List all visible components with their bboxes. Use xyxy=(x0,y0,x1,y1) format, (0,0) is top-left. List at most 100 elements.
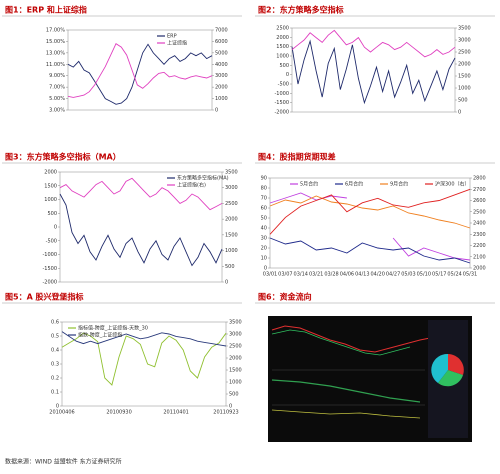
figure-title: 图2：东方策略多空指标 xyxy=(258,5,344,15)
series-line xyxy=(269,192,471,261)
y-tick-label: 7.00% xyxy=(49,85,65,91)
y2-tick-label: 3500 xyxy=(458,26,471,32)
series-line xyxy=(61,331,227,347)
y-tick-label: -1000 xyxy=(42,252,57,258)
y2-tick-label: 3000 xyxy=(229,332,242,338)
y-tick-label: 1000 xyxy=(44,197,57,203)
x-tick-label: 05/31 xyxy=(463,272,477,278)
y-tick-label: 80 xyxy=(261,186,267,192)
y2-tick-label: 3500 xyxy=(225,170,238,176)
y2-tick-label: 2000 xyxy=(215,85,228,91)
y2-tick-label: 0 xyxy=(215,108,218,114)
x-tick-label: 03/14 xyxy=(294,272,308,278)
plot-frame xyxy=(291,27,456,113)
y2-tick-label: 3000 xyxy=(458,38,471,44)
y-tick-label: -500 xyxy=(46,238,57,244)
x-tick-label: 03/07 xyxy=(278,272,292,278)
x-tick-label: 05/03 xyxy=(401,272,415,278)
y2-tick-label: 2000 xyxy=(229,356,242,362)
legend-label: ERP xyxy=(167,34,177,40)
y-tick-label: 0 xyxy=(54,225,57,231)
y2-tick-label: 2700 xyxy=(473,187,486,193)
y2-tick-label: 0 xyxy=(458,110,461,116)
legend-label: 6月合约 xyxy=(345,181,363,188)
x-tick-label: 03/01 xyxy=(263,272,277,278)
x-tick-label: 20100930 xyxy=(106,410,131,416)
y2-tick-label: 1000 xyxy=(229,380,242,386)
y-tick-label: 11.00% xyxy=(46,62,65,68)
y2-tick-label: 1000 xyxy=(458,86,471,92)
y-tick-label: 40 xyxy=(261,226,267,232)
y-tick-label: -1000 xyxy=(274,91,289,97)
y-tick-label: 1500 xyxy=(276,44,289,50)
y-tick-label: 17.00% xyxy=(46,28,65,34)
series-line xyxy=(59,177,223,211)
x-tick-label: 20110401 xyxy=(163,410,188,416)
y-tick-label: -1500 xyxy=(42,266,57,272)
y-tick-label: 0 xyxy=(56,404,59,410)
y-tick-label: 500 xyxy=(279,63,289,69)
x-tick-label: 20110923 xyxy=(213,410,238,416)
y-tick-label: 0 xyxy=(286,72,289,78)
y-tick-label: 13.00% xyxy=(46,50,65,56)
decor-line xyxy=(271,379,421,403)
y-tick-label: 15.00% xyxy=(46,39,65,45)
y2-tick-label: 0 xyxy=(225,280,228,286)
y-tick-label: -1500 xyxy=(274,100,289,106)
y2-tick-label: 4000 xyxy=(215,62,228,68)
plot-frame xyxy=(269,177,471,269)
legend-label: 指标值-跨度_上证综指-天数_30 xyxy=(78,325,148,332)
decor-line xyxy=(271,325,466,353)
legend-label: 东方策略多空指标(MA) xyxy=(177,175,229,182)
y2-tick-label: 1000 xyxy=(225,248,238,254)
y2-tick-label: 1000 xyxy=(215,96,228,102)
y-tick-label: 10 xyxy=(261,256,267,262)
x-tick-label: 05/24 xyxy=(447,272,461,278)
legend-label: 指数-跨度_上证综指 xyxy=(78,332,122,339)
y-tick-label: 9.00% xyxy=(49,73,65,79)
y2-tick-label: 3500 xyxy=(229,320,242,326)
legend-label: 上证综指 xyxy=(167,40,187,47)
x-tick-label: 05/10 xyxy=(417,272,431,278)
x-tick-label: 03/28 xyxy=(324,272,338,278)
y-tick-label: 0.4 xyxy=(51,348,59,354)
y2-tick-label: 7000 xyxy=(215,28,228,34)
x-tick-label: 04/27 xyxy=(386,272,400,278)
x-tick-label: 04/06 xyxy=(340,272,354,278)
y2-tick-label: 1500 xyxy=(229,368,242,374)
decor-line xyxy=(271,409,421,419)
y2-tick-label: 2500 xyxy=(473,209,486,215)
y-tick-label: 70 xyxy=(261,196,267,202)
figure-title: 图5：A 股兴登堡指标 xyxy=(5,292,84,302)
y2-tick-label: 500 xyxy=(458,98,468,104)
legend-label: 上证综指(右) xyxy=(177,182,206,189)
series-line xyxy=(59,193,223,267)
y2-tick-label: 3000 xyxy=(225,185,238,191)
x-tick-label: 04/13 xyxy=(355,272,369,278)
y-tick-label: 500 xyxy=(47,211,57,217)
y2-tick-label: 2400 xyxy=(473,221,486,227)
y2-tick-label: 2500 xyxy=(229,344,242,350)
y2-tick-label: 2500 xyxy=(225,201,238,207)
y-tick-label: 2500 xyxy=(276,26,289,32)
y2-tick-label: 2500 xyxy=(458,50,471,56)
series-line xyxy=(67,43,213,98)
y2-tick-label: 2000 xyxy=(473,266,486,272)
series-line xyxy=(291,39,456,105)
series-line xyxy=(61,332,227,386)
x-tick-label: 20100406 xyxy=(49,410,74,416)
y-tick-label: 30 xyxy=(261,236,267,242)
series-line xyxy=(269,188,471,235)
x-tick-label: 05/17 xyxy=(432,272,446,278)
y2-tick-label: 2600 xyxy=(473,198,486,204)
pie-wedge xyxy=(431,353,448,383)
x-tick-label: 03/21 xyxy=(309,272,323,278)
y-tick-label: -2000 xyxy=(274,110,289,116)
pie-wedge xyxy=(438,370,463,387)
series-line xyxy=(67,43,213,105)
plot-frame xyxy=(59,171,223,283)
y2-tick-label: 3000 xyxy=(215,73,228,79)
decor-line xyxy=(271,329,411,356)
y-tick-label: 0.3 xyxy=(51,362,59,368)
